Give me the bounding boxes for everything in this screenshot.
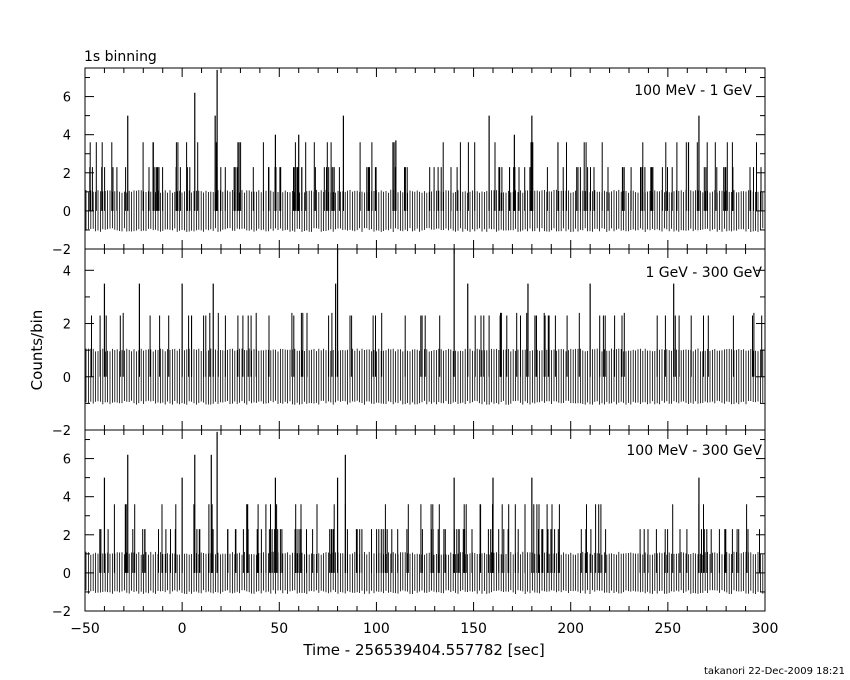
y-tick-label: 4 — [63, 264, 71, 279]
x-tick-label: 100 — [363, 621, 390, 637]
x-tick-label: 200 — [557, 621, 584, 637]
count-series-level-3 — [113, 504, 748, 573]
y-tick-label: −2 — [52, 424, 71, 439]
y-tick-label: 0 — [63, 567, 71, 582]
y-tick-label: 6 — [63, 91, 71, 106]
count-series-level-2 — [89, 167, 762, 211]
y-tick-label: 2 — [63, 167, 71, 182]
y-tick-label: 0 — [63, 205, 71, 220]
panel-100mev-300gev: −2 0 2 4 6 100 MeV - 300 GeV — [52, 429, 766, 620]
panel-100mev-1gev: −2 0 2 4 6 100 MeV - 1 GeV — [52, 67, 766, 258]
credit-footer: takanori 22-Dec-2009 18:21 — [704, 666, 845, 677]
y-axis-label: Counts/bin — [28, 310, 46, 391]
x-axis-label: Time - 256539404.557782 [sec] — [302, 641, 544, 659]
binning-label: 1s binning — [84, 49, 157, 65]
y-tick-label: −2 — [52, 243, 71, 258]
x-tick-label: 150 — [460, 621, 487, 637]
y-tick-label: 2 — [63, 318, 71, 333]
x-tick-label: 0 — [178, 621, 187, 637]
x-tick-label: 50 — [270, 621, 288, 637]
panel-annotation-1gev-300gev: 1 GeV - 300 GeV — [645, 265, 762, 281]
count-series-level-2 — [91, 315, 763, 377]
x-tick-label: 250 — [654, 621, 681, 637]
count-series-level-3 — [89, 142, 757, 211]
x-tick-labels: −50 0 50 100 150 200 250 300 — [70, 621, 778, 637]
x-tick-label: −50 — [70, 621, 100, 637]
panel-frame — [84, 429, 766, 612]
panel-annotation-100mev-1gev: 100 MeV - 1 GeV — [634, 83, 752, 99]
panel-annotation-100mev-300gev: 100 MeV - 300 GeV — [626, 443, 762, 459]
y-tick-label: −2 — [52, 605, 71, 620]
y-tick-label: 6 — [63, 453, 71, 468]
y-tick-label: 0 — [63, 371, 71, 386]
y-tick-label: 4 — [63, 129, 71, 144]
count-series-baseline — [85, 551, 764, 594]
count-series-level-3 — [122, 312, 755, 377]
x-tick-label: 300 — [752, 621, 779, 637]
panel-1gev-300gev: −2 0 2 4 1 GeV - 300 GeV — [52, 248, 766, 439]
count-series-baseline — [85, 348, 764, 405]
y-tick-label: 2 — [63, 529, 71, 544]
y-tick-label: 4 — [63, 491, 71, 506]
